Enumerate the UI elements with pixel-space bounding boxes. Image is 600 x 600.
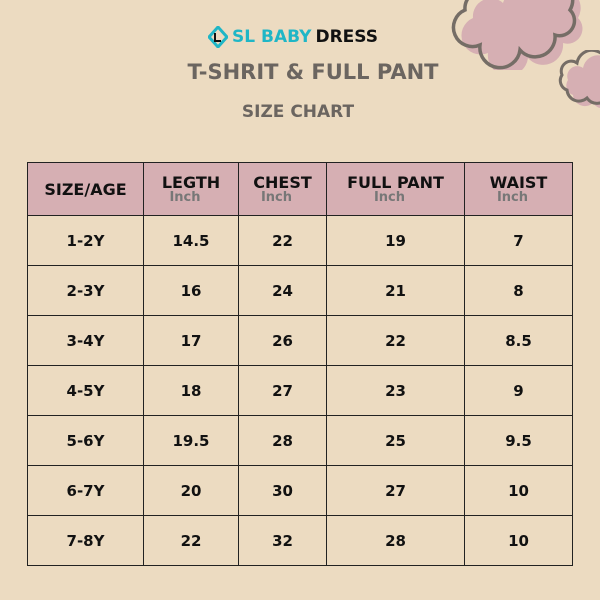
logo-diamond-icon	[208, 26, 228, 48]
table-cell: 6-7Y	[27, 465, 144, 516]
table-header-row: SIZE/AGE LEGTH Inch CHEST Inch FULL PANT Inch W…	[27, 162, 573, 216]
column-header: CHEST Inch	[238, 162, 327, 216]
table-cell: 24	[238, 265, 327, 316]
brand-logo: SL BABY DRESS	[208, 26, 378, 48]
table-cell: 7-8Y	[27, 515, 144, 566]
table-cell: 19	[326, 215, 465, 266]
table-cell: 19.5	[143, 415, 239, 466]
column-header-label: SIZE/AGE	[44, 179, 127, 199]
table-cell: 22	[238, 215, 327, 266]
table-cell: 4-5Y	[27, 365, 144, 416]
column-unit: Inch	[373, 190, 406, 205]
table-cell: 25	[326, 415, 465, 466]
table-cell: 1-2Y	[27, 215, 144, 266]
table-cell: 23	[326, 365, 465, 416]
table-row: 2-3Y 16 24 21 8	[27, 265, 573, 316]
page-subtitle: SIZE CHART	[241, 102, 355, 122]
table-cell: 16	[143, 265, 239, 316]
column-header-label: WAIST	[489, 173, 548, 192]
table-cell: 27	[326, 465, 465, 516]
column-unit: Inch	[496, 190, 529, 205]
page-title: T-SHRIT & FULL PANT	[187, 60, 439, 84]
table-cell: 27	[238, 365, 327, 416]
table-cell: 22	[143, 515, 239, 566]
column-header: SIZE/AGE	[27, 162, 144, 216]
table-row: 5-6Y 19.5 28 25 9.5	[27, 415, 573, 466]
table-cell: 7	[464, 215, 573, 266]
table-cell: 5-6Y	[27, 415, 144, 466]
column-unit: Inch	[260, 190, 293, 205]
column-header-label: LEGTH	[161, 173, 221, 192]
table-cell: 28	[326, 515, 465, 566]
table-cell: 18	[143, 365, 239, 416]
table-cell: 9.5	[464, 415, 573, 466]
table-row: 4-5Y 18 27 23 9	[27, 365, 573, 416]
table-row: 7-8Y 22 32 28 10	[27, 515, 573, 566]
table-cell: 3-4Y	[27, 315, 144, 366]
table-cell: 21	[326, 265, 465, 316]
table-row: 6-7Y 20 30 27 10	[27, 465, 573, 516]
table-cell: 8.5	[464, 315, 573, 366]
size-chart-table: SIZE/AGE LEGTH Inch CHEST Inch FULL PANT Inch W…	[27, 162, 573, 566]
table-cell: 17	[143, 315, 239, 366]
table-row: 3-4Y 17 26 22 8.5	[27, 315, 573, 366]
table-cell: 14.5	[143, 215, 239, 266]
cloud-decoration-icon	[558, 50, 600, 108]
table-cell: 20	[143, 465, 239, 516]
table-row: 1-2Y 14.5 22 19 7	[27, 215, 573, 266]
column-unit: Inch	[169, 190, 201, 205]
table-cell: 30	[238, 465, 327, 516]
column-header: LEGTH Inch	[143, 162, 239, 216]
table-cell: 9	[464, 365, 573, 416]
table-cell: 2-3Y	[27, 265, 144, 316]
brand-name-part2: DRESS	[315, 27, 378, 47]
table-cell: 10	[464, 515, 573, 566]
column-header-label: FULL PANT	[347, 173, 444, 192]
column-header-label: CHEST	[253, 173, 312, 192]
table-cell: 26	[238, 315, 327, 366]
cloud-decoration-icon	[451, 0, 583, 70]
table-cell: 10	[464, 465, 573, 516]
table-cell: 32	[238, 515, 327, 566]
table-cell: 28	[238, 415, 327, 466]
column-header: WAIST Inch	[464, 162, 573, 216]
column-header: FULL PANT Inch	[326, 162, 465, 216]
brand-name-part1: SL BABY	[232, 27, 312, 47]
table-cell: 8	[464, 265, 573, 316]
table-cell: 22	[326, 315, 465, 366]
